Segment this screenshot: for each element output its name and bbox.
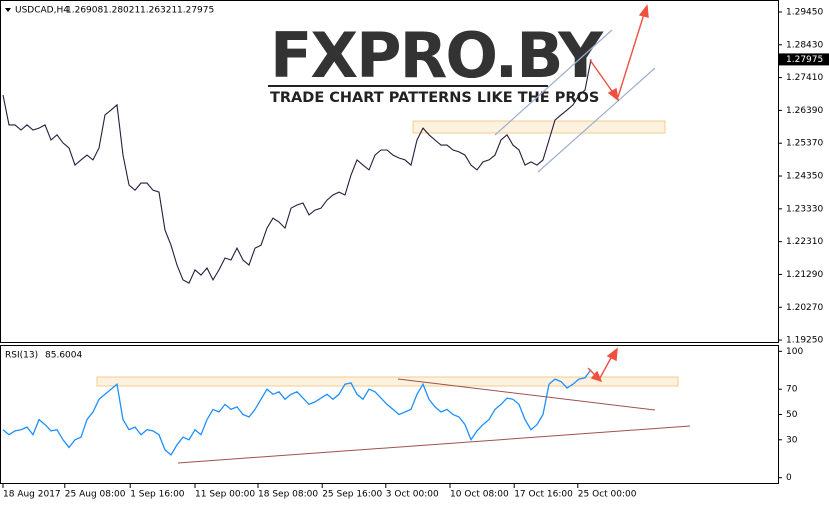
rsi-current: 85.6004 [45, 351, 82, 361]
x-tick-label: 25 Aug 08:00 [65, 490, 126, 500]
y-tick-label: 1.23330 [786, 204, 823, 214]
x-tick-label: 18 Aug 2017 [3, 490, 61, 500]
x-tick-label: 10 Oct 08:00 [450, 490, 509, 500]
x-tick-label: 17 Oct 16:00 [514, 490, 573, 500]
series-line [2, 369, 592, 456]
rsi-title: RSI(13) [5, 351, 38, 361]
watermark-subtitle: TRADE CHART PATTERNS LIKE THE PROS [270, 90, 599, 106]
y-tick-label: 1.28430 [786, 40, 823, 50]
y-tick-label: 1.25370 [786, 139, 823, 149]
y-tick-label: 1.19250 [786, 336, 823, 346]
open: 1.26908 [66, 6, 103, 16]
x-tick-label: 3 Oct 00:00 [386, 490, 439, 500]
symbol: USDCAD,H4 [15, 6, 69, 16]
resistance-zone [412, 120, 666, 134]
y-tick-label: 1.26390 [786, 106, 823, 116]
price-tag-label: 1.27975 [786, 55, 823, 65]
x-tick-label: 1 Sep 16:00 [130, 490, 185, 500]
rsi-trend-line [397, 378, 656, 411]
low: 1.26321 [140, 6, 177, 16]
y-tick-label: 1.22310 [786, 237, 823, 247]
y-tick-label: 1.21290 [786, 270, 823, 280]
close: 1.27975 [177, 6, 214, 16]
watermark-title: FXPRO.BY [270, 19, 604, 92]
price-tag [779, 53, 829, 66]
x-tick-label: 25 Oct 00:00 [578, 490, 637, 500]
y-tick-label: 1.29450 [786, 7, 823, 17]
y-tick-label: 100 [786, 347, 803, 357]
high: 1.28021 [103, 6, 140, 16]
rsi-trend-line [177, 425, 691, 464]
x-tick-label: 25 Sep 16:00 [322, 490, 382, 500]
price-panel [0, 0, 779, 343]
menu-arrow [5, 8, 11, 12]
y-tick-label: 1.27410 [786, 73, 823, 83]
channel-line [494, 29, 613, 136]
y-tick-label: 1.20270 [786, 303, 823, 313]
series-line [2, 59, 592, 284]
x-tick-label: 18 Sep 08:00 [258, 490, 318, 500]
x-tick-label: 11 Sep 00:00 [195, 490, 255, 500]
y-tick-label: 0 [786, 473, 792, 483]
forecast-arrows [587, 4, 649, 383]
rsi-zone [96, 376, 679, 387]
y-tick-label: 70 [786, 385, 798, 395]
y-tick-label: 30 [786, 435, 798, 445]
y-tick-label: 1.24350 [786, 172, 823, 182]
channel-line [537, 67, 656, 173]
y-tick-label: 50 [786, 410, 798, 420]
